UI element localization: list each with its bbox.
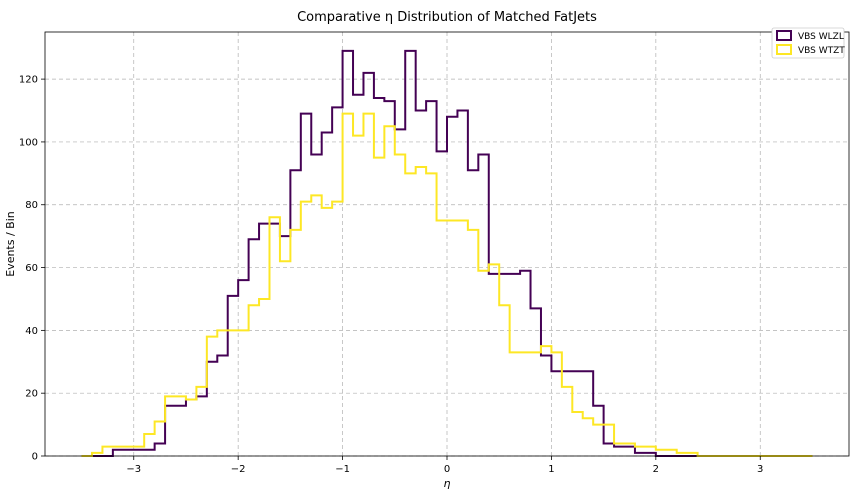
x-axis-label: η <box>444 477 451 490</box>
x-tick-label: 1 <box>548 464 554 475</box>
axes: −3 −2 −1 0 1 2 3 0 20 40 60 80 100 120 <box>19 75 764 475</box>
series-layer <box>81 49 813 457</box>
legend: VBS WLZL VBS WTZT <box>771 27 845 59</box>
x-tick-label: 2 <box>653 464 659 475</box>
chart-title: Comparative η Distribution of Matched Fa… <box>297 10 597 25</box>
y-tick-label: 20 <box>25 389 38 400</box>
x-tick-label: −1 <box>335 464 350 475</box>
y-tick-label: 0 <box>32 452 38 463</box>
legend-label-wtzt: VBS WTZT <box>798 46 845 56</box>
x-tick-label: 0 <box>444 464 450 475</box>
x-tick-label: −2 <box>231 464 246 475</box>
x-tick-label: 3 <box>757 464 763 475</box>
series-step-wtzt <box>81 112 813 457</box>
y-tick-label: 60 <box>25 263 38 274</box>
y-tick-label: 120 <box>19 75 38 86</box>
x-tick-label: −3 <box>126 464 141 475</box>
legend-swatch-wlzl <box>776 30 792 41</box>
y-axis-label: Events / Bin <box>4 211 17 277</box>
y-tick-label: 40 <box>25 326 38 337</box>
y-tick-label: 100 <box>19 137 38 148</box>
series-step-wlzl <box>81 49 813 457</box>
y-tick-label: 80 <box>25 200 38 211</box>
legend-swatch-wtzt <box>776 44 792 55</box>
legend-label-wlzl: VBS WLZL <box>798 32 844 42</box>
